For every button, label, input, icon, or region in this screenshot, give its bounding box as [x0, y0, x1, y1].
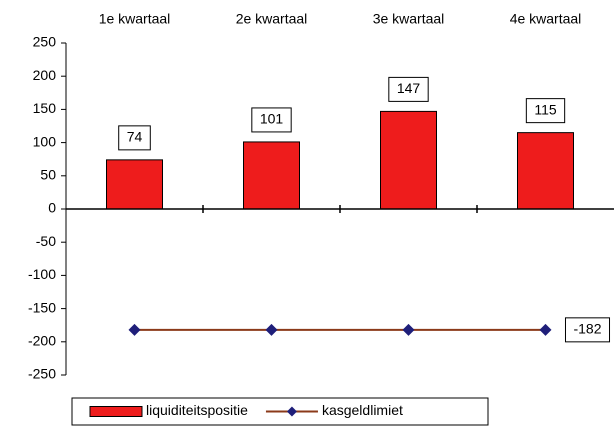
- data-label-box: [388, 76, 429, 102]
- data-label: -182: [573, 321, 601, 337]
- data-label-box: [251, 107, 292, 133]
- data-label-box: [525, 98, 566, 124]
- legend-label: kasgeldlimiet: [322, 402, 403, 418]
- data-label: 74: [127, 129, 143, 145]
- y-tick-label: 200: [33, 67, 57, 83]
- bar: [517, 132, 574, 210]
- x-tick-label: 3e kwartaal: [373, 11, 445, 27]
- bar: [106, 159, 163, 210]
- y-tick-label: -150: [28, 299, 56, 315]
- marker: [128, 323, 141, 336]
- legend-label: liquiditeitspositie: [146, 402, 248, 418]
- y-tick-label: 150: [33, 100, 57, 116]
- data-label: 115: [534, 101, 557, 117]
- y-tick-label: -250: [28, 366, 56, 382]
- y-tick-label: 0: [48, 200, 56, 216]
- marker: [539, 323, 552, 336]
- data-label-box: [564, 317, 611, 343]
- y-tick-label: 100: [33, 133, 57, 149]
- x-tick-label: 4e kwartaal: [510, 11, 582, 27]
- y-tick-label: -200: [28, 333, 56, 349]
- data-label: 101: [260, 111, 284, 127]
- x-tick-label: 2e kwartaal: [236, 11, 308, 27]
- y-tick-label: 250: [33, 34, 57, 50]
- legend-marker: [286, 406, 297, 417]
- y-tick-label: -50: [36, 233, 56, 249]
- bar: [380, 110, 437, 210]
- data-label-box: [118, 125, 151, 151]
- y-tick-label: -100: [28, 266, 56, 282]
- data-label: 147: [397, 80, 421, 96]
- marker: [402, 323, 415, 336]
- bar: [243, 141, 300, 210]
- legend-swatch: [89, 406, 143, 417]
- y-tick-label: 50: [40, 167, 56, 183]
- x-tick-label: 1e kwartaal: [99, 11, 171, 27]
- marker: [265, 323, 278, 336]
